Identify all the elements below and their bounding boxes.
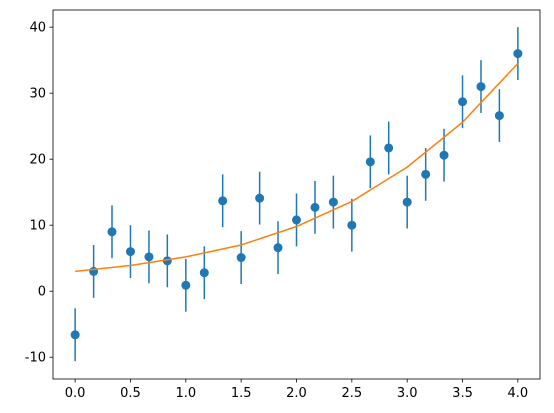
x-tick-label: 4.0 <box>508 386 529 401</box>
x-tick-label: 1.0 <box>175 386 196 401</box>
y-tick-label: -10 <box>25 351 46 366</box>
x-tick-label: 3.5 <box>452 386 473 401</box>
x-tick-label: 2.0 <box>286 386 307 401</box>
y-tick-label: 0 <box>38 285 46 300</box>
data-point <box>347 220 357 230</box>
data-point <box>107 227 117 237</box>
data-point <box>494 111 504 121</box>
data-point <box>144 252 154 262</box>
data-point <box>125 247 135 257</box>
data-point <box>458 97 468 107</box>
data-point <box>236 253 246 263</box>
fit-line <box>75 62 519 273</box>
data-point <box>402 197 412 207</box>
data-point <box>384 143 394 153</box>
data-point <box>89 266 99 276</box>
data-point <box>310 202 320 212</box>
data-point <box>292 215 301 225</box>
data-point <box>181 280 191 290</box>
y-tick-label: 20 <box>29 153 46 168</box>
data-point <box>328 197 338 207</box>
data-point <box>513 49 523 59</box>
data-point <box>421 169 431 179</box>
axes-frame <box>52 9 541 380</box>
data-point <box>273 243 283 253</box>
x-tick-label: 1.5 <box>231 386 252 401</box>
data-point <box>476 82 486 92</box>
y-tick-label: 30 <box>29 87 46 102</box>
data-point <box>365 157 375 167</box>
data-point <box>439 150 449 160</box>
x-tick-label: 0.0 <box>65 386 86 401</box>
y-tick-label: 40 <box>29 21 46 36</box>
data-point <box>162 256 172 266</box>
x-tick-label: 2.5 <box>341 386 362 401</box>
x-tick-label: 3.0 <box>397 386 418 401</box>
data-point <box>199 268 209 278</box>
data-point <box>255 193 265 203</box>
y-tick-label: 10 <box>29 219 46 234</box>
data-point <box>70 330 80 340</box>
x-tick-label: 0.5 <box>120 386 141 401</box>
data-point <box>218 196 228 206</box>
